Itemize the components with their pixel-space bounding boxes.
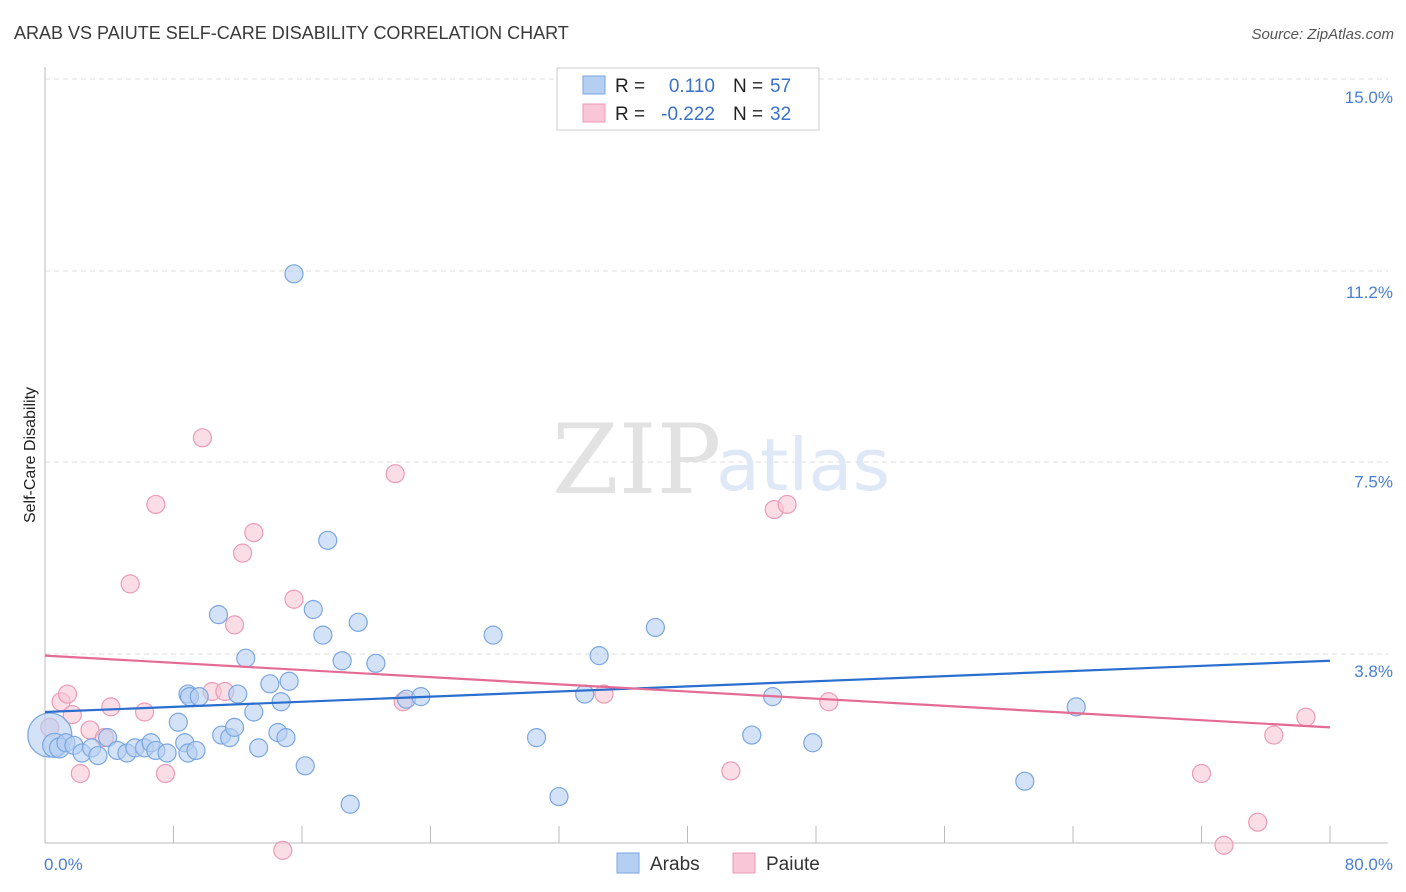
paiute-point-20 (385, 464, 405, 484)
y-axis-label: Self-Care Disability (22, 387, 39, 523)
arabs-point-41 (332, 651, 352, 671)
paiute-point-15 (224, 615, 245, 635)
legend-n-label-paiute: N = (733, 104, 763, 125)
arabs-point-51 (589, 646, 609, 666)
paiute-point-16 (232, 543, 253, 563)
paiute-point-4 (70, 763, 90, 784)
paiute-point-26 (819, 692, 839, 712)
paiute-trend-line (44, 654, 1331, 729)
arabs-point-53 (742, 725, 762, 745)
paiute-point-12 (192, 428, 213, 448)
legend-swatch-paiute (582, 103, 606, 123)
arabs-point-26 (224, 717, 245, 737)
arabs-trend-line (44, 659, 1331, 714)
bottom-legend-label-arabs: Arabs (650, 854, 700, 875)
arabs-point-43 (348, 612, 368, 632)
arabs-point-48 (526, 728, 547, 748)
y-tick-label-1: 11.2% (1346, 283, 1393, 302)
paiute-point-31 (1296, 707, 1316, 727)
paiute-point-18 (273, 840, 293, 860)
arabs-point-35 (276, 728, 296, 748)
arabs-point-8 (98, 728, 118, 748)
arabs-points (27, 264, 1086, 814)
arabs-point-57 (1066, 697, 1086, 717)
arabs-point-55 (803, 733, 823, 753)
arabs-point-27 (228, 684, 248, 704)
legend-r-label-arabs: R = (615, 76, 645, 97)
watermark-zip: ZIP (552, 404, 721, 516)
paiute-point-10 (146, 494, 166, 515)
arabs-point-40 (318, 530, 338, 550)
paiute-point-29 (1248, 812, 1268, 832)
arabs-point-29 (244, 702, 264, 722)
legend-box: R = 0.110 N = 57 R = -0.222 N = 32 (556, 67, 820, 131)
arabs-point-39 (313, 625, 333, 645)
legend-n-value-paiute: 32 (770, 104, 791, 125)
bottom-legend-swatch-arabs (616, 852, 640, 874)
arabs-point-36 (284, 264, 304, 284)
watermark: ZIP atlas (552, 404, 890, 516)
arabs-point-42 (340, 794, 360, 814)
paiute-point-8 (120, 574, 140, 594)
paiute-point-11 (155, 763, 176, 784)
paiute-point-2 (57, 684, 78, 704)
chart-source: Source: ZipAtlas.com (1251, 26, 1394, 43)
arabs-point-20 (186, 740, 206, 761)
y-axis-tick-labels: 15.0% 11.2% 7.5% 3.8% (1345, 88, 1393, 681)
paiute-point-27 (1191, 763, 1212, 784)
arabs-point-47 (483, 625, 503, 645)
legend-r-label-paiute: R = (615, 104, 645, 125)
arabs-point-30 (249, 738, 269, 758)
arabs-point-44 (366, 653, 386, 673)
arabs-point-28 (236, 648, 256, 668)
arabs-point-56 (1015, 771, 1035, 791)
paiute-point-9 (134, 702, 155, 722)
legend-swatch-arabs (582, 75, 606, 95)
arabs-point-49 (549, 786, 569, 807)
watermark-atlas: atlas (716, 423, 890, 507)
arabs-point-22 (189, 687, 209, 707)
paiute-point-17 (244, 523, 264, 543)
arabs-point-50 (575, 684, 595, 704)
paiute-point-7 (101, 697, 121, 717)
legend-r-value-arabs: 0.110 (669, 76, 715, 97)
arabs-point-52 (645, 617, 665, 638)
x-tick-label-min: 0.0% (44, 855, 83, 874)
legend-n-value-arabs: 57 (770, 76, 791, 97)
x-axis-ticks (173, 826, 1331, 843)
y-tick-label-3: 3.8% (1354, 662, 1393, 681)
bottom-legend-swatch-paiute (732, 852, 756, 874)
trend-lines (44, 654, 1331, 729)
arabs-point-31 (260, 674, 280, 694)
arabs-point-38 (303, 599, 323, 620)
gridlines (45, 78, 1388, 655)
arabs-point-37 (295, 756, 315, 776)
chart-title: ARAB VS PAIUTE SELF-CARE DISABILITY CORR… (14, 23, 569, 43)
paiute-point-23 (721, 761, 741, 781)
y-tick-label-2: 7.5% (1354, 472, 1393, 491)
paiute-point-25 (777, 494, 797, 515)
paiute-point-28 (1214, 835, 1234, 855)
arabs-point-15 (157, 743, 177, 763)
arabs-point-34 (279, 671, 299, 691)
arabs-point-7 (88, 745, 108, 766)
y-tick-label-0: 15.0% (1345, 88, 1393, 107)
paiute-point-30 (1264, 725, 1284, 745)
legend-r-value-paiute: -0.222 (661, 104, 715, 125)
paiute-point-19 (284, 589, 304, 609)
arabs-point-16 (168, 712, 188, 732)
bottom-legend-label-paiute: Paiute (766, 854, 820, 875)
bottom-legend: Arabs Paiute (616, 852, 820, 875)
legend-n-label-arabs: N = (733, 76, 763, 97)
arabs-point-23 (208, 605, 229, 625)
x-tick-label-max: 80.0% (1345, 855, 1393, 874)
